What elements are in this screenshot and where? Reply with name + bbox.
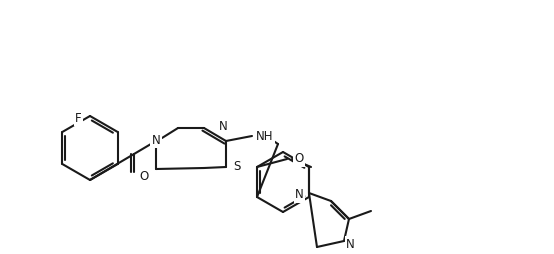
Text: N: N <box>346 237 355 250</box>
Text: N: N <box>295 188 304 201</box>
Text: F: F <box>75 112 82 124</box>
Text: N: N <box>219 120 227 133</box>
Text: S: S <box>233 161 240 173</box>
Text: O: O <box>139 169 148 183</box>
Text: O: O <box>294 152 304 166</box>
Text: N: N <box>152 134 160 147</box>
Text: NH: NH <box>256 130 274 142</box>
